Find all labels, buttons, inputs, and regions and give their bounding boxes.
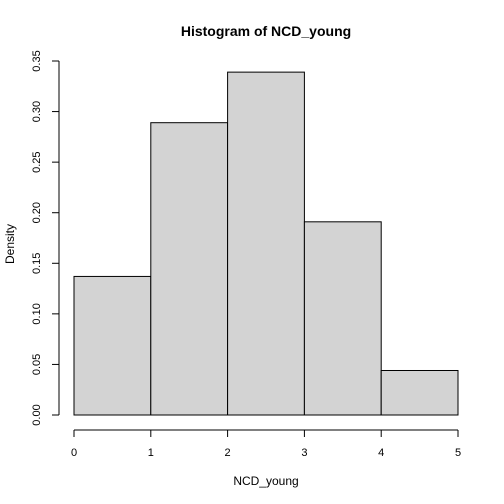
y-tick-label: 0.20 xyxy=(31,202,43,223)
x-tick-label: 5 xyxy=(455,447,461,459)
y-axis: 0.00 0.05 0.10 0.15 0.20 0.25 0.30 0.35 xyxy=(31,50,60,426)
bars-group xyxy=(73,71,459,416)
x-axis: 0 1 2 3 4 5 xyxy=(71,429,461,459)
y-axis-label: Density xyxy=(3,224,17,264)
x-tick-label: 1 xyxy=(148,447,154,459)
histogram-bar-5 xyxy=(380,369,459,416)
x-axis-label: NCD_young xyxy=(233,474,298,488)
histogram-bar-3 xyxy=(227,71,305,416)
y-tick-label: 0.35 xyxy=(31,50,43,71)
y-tick-label: 0.05 xyxy=(31,354,43,375)
histogram-bar-4 xyxy=(303,221,382,416)
x-tick-label: 4 xyxy=(378,447,384,459)
y-tick-label: 0.10 xyxy=(31,303,43,324)
y-tick-label: 0.25 xyxy=(31,151,43,172)
x-tick-label: 2 xyxy=(225,447,231,459)
x-tick-label: 0 xyxy=(71,447,77,459)
histogram-bar-2 xyxy=(150,122,229,416)
x-tick-label: 3 xyxy=(301,447,307,459)
chart-title: Histogram of NCD_young xyxy=(181,23,351,39)
y-tick-label: 0.00 xyxy=(31,404,43,425)
y-tick-label: 0.15 xyxy=(31,253,43,274)
y-tick-label: 0.30 xyxy=(31,101,43,122)
histogram-bar-1 xyxy=(73,275,152,416)
